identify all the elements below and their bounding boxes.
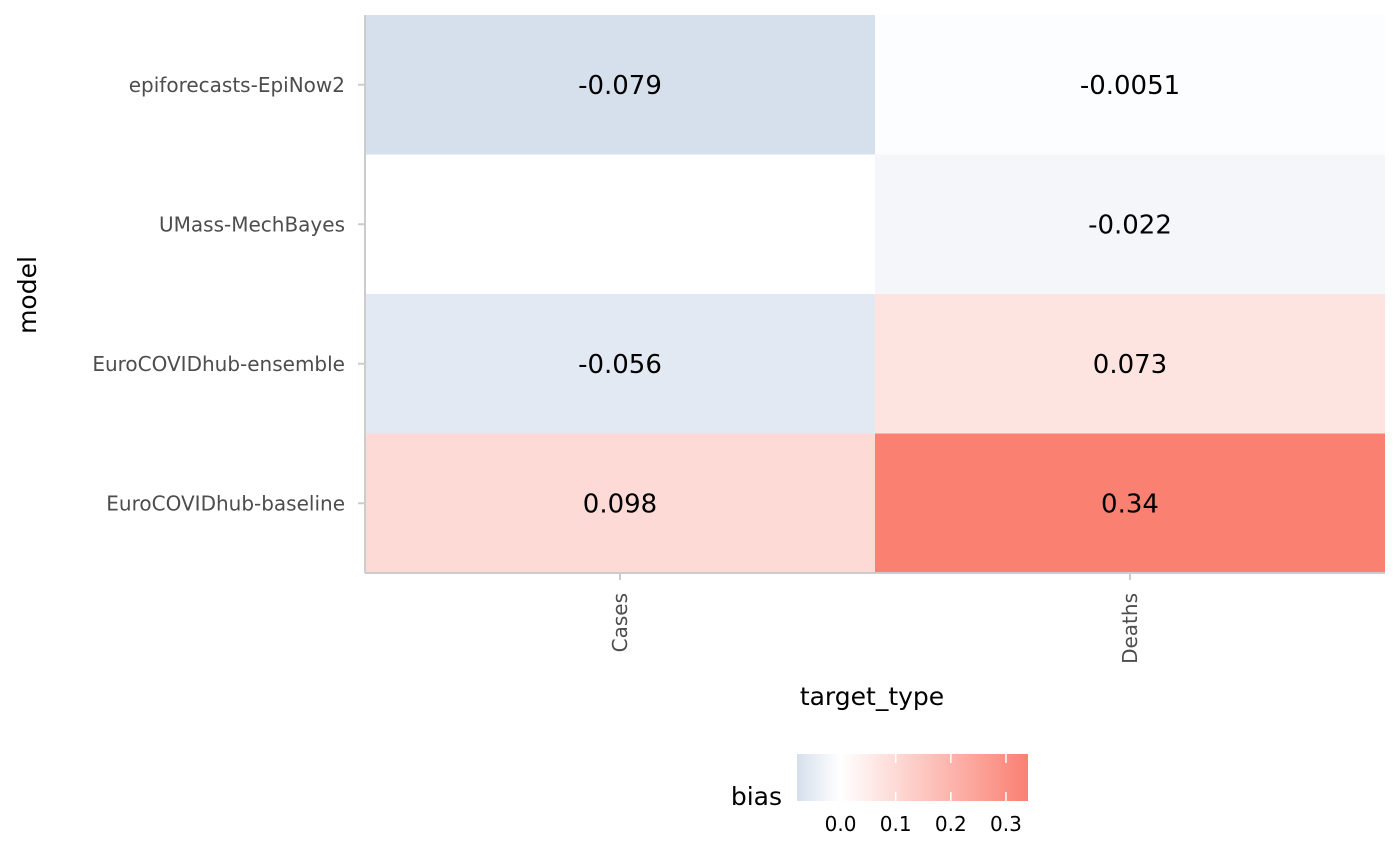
legend-title: bias [731, 782, 782, 811]
cell-value-label: 0.34 [1101, 489, 1159, 519]
legend-tick-label: 0.0 [825, 812, 857, 836]
cell-value-label: -0.079 [578, 71, 662, 101]
heatmap-cell [365, 15, 875, 155]
legend-colorbar [797, 754, 1028, 801]
cell-value-label: -0.0051 [1080, 71, 1180, 101]
heatmap-cell [365, 433, 875, 573]
y-axis-ticks: epiforecasts-EpiNow2 UMass-MechBayes EuroC… [92, 73, 365, 515]
x-tick-label: Deaths [1118, 593, 1142, 664]
legend-ticks: 0.0 0.1 0.2 0.3 [825, 754, 1022, 836]
x-axis-title: target_type [800, 682, 944, 711]
heatmap-cell [365, 294, 875, 434]
cell-value-label: 0.073 [1093, 350, 1167, 380]
y-tick-label: UMass-MechBayes [159, 212, 345, 236]
heatmap-cell [875, 15, 1385, 155]
y-tick-label: EuroCOVIDhub-baseline [106, 491, 345, 515]
y-axis-title: model [13, 256, 42, 334]
heatmap-cell [875, 154, 1385, 294]
color-legend: bias 0.0 0.1 0.2 0.3 [731, 754, 1028, 836]
legend-tick-label: 0.2 [935, 812, 967, 836]
y-tick-label: EuroCOVIDhub-ensemble [92, 352, 345, 376]
cell-value-label: -0.056 [578, 350, 662, 380]
cell-labels: -0.079 -0.0051 -0.022 -0.056 0.073 0.098 0.34 [578, 71, 1180, 520]
x-tick-label: Cases [608, 593, 632, 652]
heatmap-cell [875, 433, 1385, 573]
legend-tick-label: 0.3 [990, 812, 1022, 836]
y-tick-label: epiforecasts-EpiNow2 [129, 73, 345, 97]
heatmap-cells [365, 15, 1385, 573]
heatmap-cell [875, 294, 1385, 434]
cell-value-label: 0.098 [583, 489, 657, 519]
cell-value-label: -0.022 [1088, 210, 1172, 240]
x-axis-ticks: Cases Deaths [608, 573, 1142, 664]
legend-tick-label: 0.1 [880, 812, 912, 836]
